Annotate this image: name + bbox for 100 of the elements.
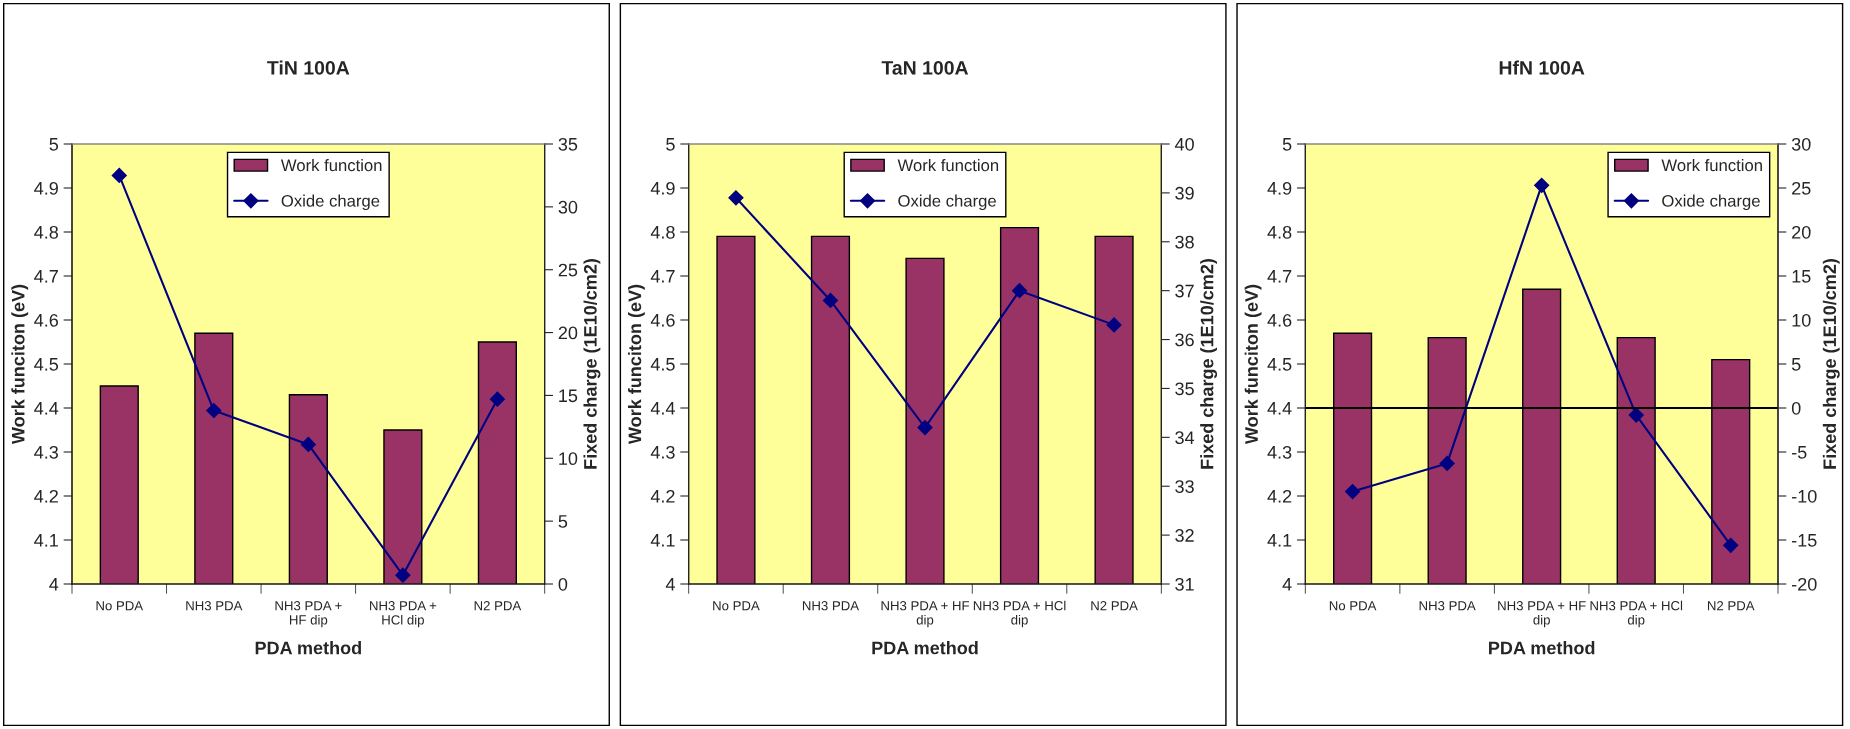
chart-title: TiN 100A xyxy=(267,60,350,75)
y2-tick-label: 39 xyxy=(1175,186,1194,200)
y-tick-label: 4.6 xyxy=(1267,313,1292,327)
y2-tick-label: -10 xyxy=(1792,489,1817,503)
legend-label: Work function xyxy=(280,159,382,172)
point xyxy=(728,190,744,206)
y2-tick-label: 35 xyxy=(558,137,578,151)
x-tick-label: NH3 PDA + HCl dip xyxy=(973,600,1066,628)
chart-title: HfN 100A xyxy=(1499,60,1585,75)
y-tick-label: 4.8 xyxy=(34,225,59,239)
y2-tick-label: -15 xyxy=(1792,534,1817,547)
y2-tick-label: 20 xyxy=(1792,225,1811,239)
y-tick-label: 4.3 xyxy=(1267,445,1292,459)
y2-tick-label: 0 xyxy=(1791,401,1801,415)
y-tick-label: 5 xyxy=(49,138,59,151)
point xyxy=(300,436,316,453)
y-tick-label: 4.5 xyxy=(1267,358,1292,371)
x-tick-label: No PDA xyxy=(713,601,760,611)
y-tick-label: 4.3 xyxy=(650,445,675,459)
y-tick-label: 4.4 xyxy=(650,402,675,415)
y2-tick-label: 0 xyxy=(558,577,568,591)
y2-tick-label: 34 xyxy=(1175,431,1195,445)
y-tick-label: 4.6 xyxy=(34,313,59,327)
y-tick-label: 4 xyxy=(49,578,59,591)
y2-tick-label: 36 xyxy=(1175,333,1194,347)
x-tick-label: NH3 PDA xyxy=(802,601,860,611)
y-tick-label: 4.5 xyxy=(34,358,59,371)
y-tick-label: 4.1 xyxy=(650,534,675,547)
x-tick-label: NH3 PDA + HF dip xyxy=(1498,601,1586,628)
y-tick-label: 4.7 xyxy=(34,270,58,283)
y-tick-label: 4.4 xyxy=(34,402,59,415)
point xyxy=(1628,407,1644,423)
y-tick-label: 4.2 xyxy=(650,489,675,503)
y-tick-label: 4 xyxy=(665,578,675,591)
x-tick-label: No PDA xyxy=(96,601,144,611)
point xyxy=(1011,283,1028,299)
y-tick-label: 4.9 xyxy=(650,181,675,195)
y-tick-label: 4.7 xyxy=(1267,270,1292,283)
y2-tick-label: 33 xyxy=(1175,480,1194,493)
x-tick-label: NH3 PDA + HF dip xyxy=(881,601,970,628)
point xyxy=(1723,537,1739,553)
y-tick-label: 4.2 xyxy=(34,489,58,503)
y2-tick-label: 25 xyxy=(1792,181,1811,195)
y-tick-label: 4.9 xyxy=(1267,181,1292,195)
x-tick-label: NH3 PDA xyxy=(186,601,243,611)
chart-title: TaN 100A xyxy=(881,60,969,75)
y-axis-title: Work funciton (eV) xyxy=(627,284,645,445)
x-tick-label: NH3 PDA + HF dip xyxy=(275,601,342,628)
y-tick-label: 4.8 xyxy=(1267,225,1292,239)
point xyxy=(489,391,505,407)
y-tick-label: 5 xyxy=(1282,138,1292,151)
y-tick-label: 5 xyxy=(666,138,675,151)
y-tick-label: 4.1 xyxy=(34,534,58,547)
legend-label: Oxide charge xyxy=(898,194,996,211)
y2-tick-label: 38 xyxy=(1175,235,1194,249)
point xyxy=(395,567,411,583)
y2-tick-label: 15 xyxy=(559,389,578,403)
legend-label: Work function xyxy=(897,159,999,172)
y2-tick-label: -5 xyxy=(1792,446,1807,459)
y2-tick-label: 10 xyxy=(1792,313,1811,327)
y2-tick-label: 35 xyxy=(1175,382,1194,396)
y-tick-label: 4.1 xyxy=(1267,534,1292,547)
point xyxy=(1439,455,1455,472)
y-tick-label: 4.9 xyxy=(34,181,58,195)
x-axis-title: PDA method xyxy=(872,641,978,655)
x-tick-label: N2 PDA xyxy=(1091,601,1138,611)
x-tick-label: No PDA xyxy=(1329,601,1377,611)
y-tick-label: 4.4 xyxy=(1267,402,1292,415)
point xyxy=(111,167,127,183)
x-tick-label: NH3 PDA xyxy=(1419,601,1476,611)
point xyxy=(822,292,839,309)
point xyxy=(1345,484,1361,500)
y2-tick-label: 30 xyxy=(1791,137,1811,151)
y2-tick-label: 31 xyxy=(1175,577,1194,591)
legend-label: Oxide charge xyxy=(281,194,380,211)
point xyxy=(917,419,933,436)
y2-tick-label: 5 xyxy=(1791,358,1801,371)
point xyxy=(1534,177,1550,193)
y2-tick-label: 30 xyxy=(558,200,578,214)
y-axis-title: Work funciton (eV) xyxy=(11,284,29,445)
y2-tick-label: -20 xyxy=(1792,577,1817,591)
y2-tick-label: 40 xyxy=(1174,137,1194,151)
y-tick-label: 4.3 xyxy=(34,445,59,459)
y2-tick-label: 32 xyxy=(1175,529,1194,542)
y-tick-label: 4.5 xyxy=(650,358,675,371)
x-tick-label: NH3 PDA + HCl dip xyxy=(1590,600,1683,628)
legend-label: Oxide charge xyxy=(1662,194,1760,211)
x-tick-label: N2 PDA xyxy=(474,601,522,611)
y-tick-label: 4 xyxy=(1282,578,1292,591)
y2-axis-title: Fixed charge (1E10/cm2) xyxy=(583,259,601,469)
point xyxy=(206,402,222,419)
x-tick-label: NH3 PDA + HCl dip xyxy=(370,601,437,628)
y-tick-label: 4.2 xyxy=(1267,489,1292,503)
y2-axis-title: Fixed charge (1E10/cm2) xyxy=(1200,259,1218,469)
y2-tick-label: 10 xyxy=(559,452,578,466)
y2-axis-title: Fixed charge (1E10/cm2) xyxy=(1822,259,1840,469)
y-tick-label: 4.7 xyxy=(650,270,675,283)
y2-tick-label: 20 xyxy=(558,326,578,340)
x-axis-title: PDA method xyxy=(1489,641,1595,655)
y-tick-label: 4.8 xyxy=(650,225,675,239)
